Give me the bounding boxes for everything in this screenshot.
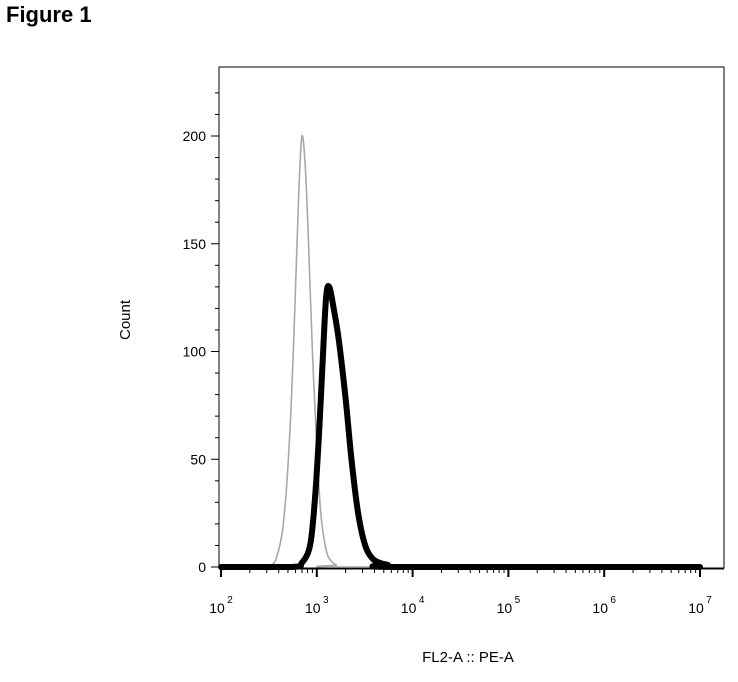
x-tick-base: 10 xyxy=(209,600,225,616)
x-tick-label: 10 7 xyxy=(688,595,712,616)
x-axis-title: FL2-A :: PE-A xyxy=(422,649,514,666)
figure-label: Figure 1 xyxy=(6,2,92,27)
x-tick-exponent: 3 xyxy=(323,595,329,606)
y-tick-label: 100 xyxy=(183,344,207,360)
x-axis-ticks: 10 2 10 3 10 4 10 5 10 6 10 7 xyxy=(209,567,724,616)
y-tick-label: 150 xyxy=(183,236,207,252)
series-group xyxy=(218,134,703,571)
x-tick-base: 10 xyxy=(688,600,704,616)
x-tick-label: 10 3 xyxy=(305,595,329,616)
x-tick-exponent: 4 xyxy=(419,595,425,606)
histogram-series-dark xyxy=(218,283,703,571)
y-tick-label: 0 xyxy=(198,559,206,575)
y-tick-label: 50 xyxy=(190,451,206,467)
x-tick-label: 10 6 xyxy=(592,595,616,616)
histogram-series-light xyxy=(220,134,701,568)
y-axis-title: Count xyxy=(117,299,134,340)
x-tick-base: 10 xyxy=(497,600,513,616)
y-tick-label: 200 xyxy=(183,128,207,144)
y-axis-ticks: 0 50 100 150 200 xyxy=(183,92,219,575)
x-tick-exponent: 2 xyxy=(227,595,233,606)
x-tick-base: 10 xyxy=(305,600,321,616)
x-tick-label: 10 2 xyxy=(209,595,233,616)
x-tick-exponent: 5 xyxy=(515,595,521,606)
x-tick-base: 10 xyxy=(592,600,608,616)
x-tick-exponent: 6 xyxy=(610,595,616,606)
x-tick-label: 10 5 xyxy=(497,595,521,616)
x-tick-label: 10 4 xyxy=(401,595,425,616)
x-tick-base: 10 xyxy=(401,600,417,616)
x-tick-exponent: 7 xyxy=(706,595,712,606)
